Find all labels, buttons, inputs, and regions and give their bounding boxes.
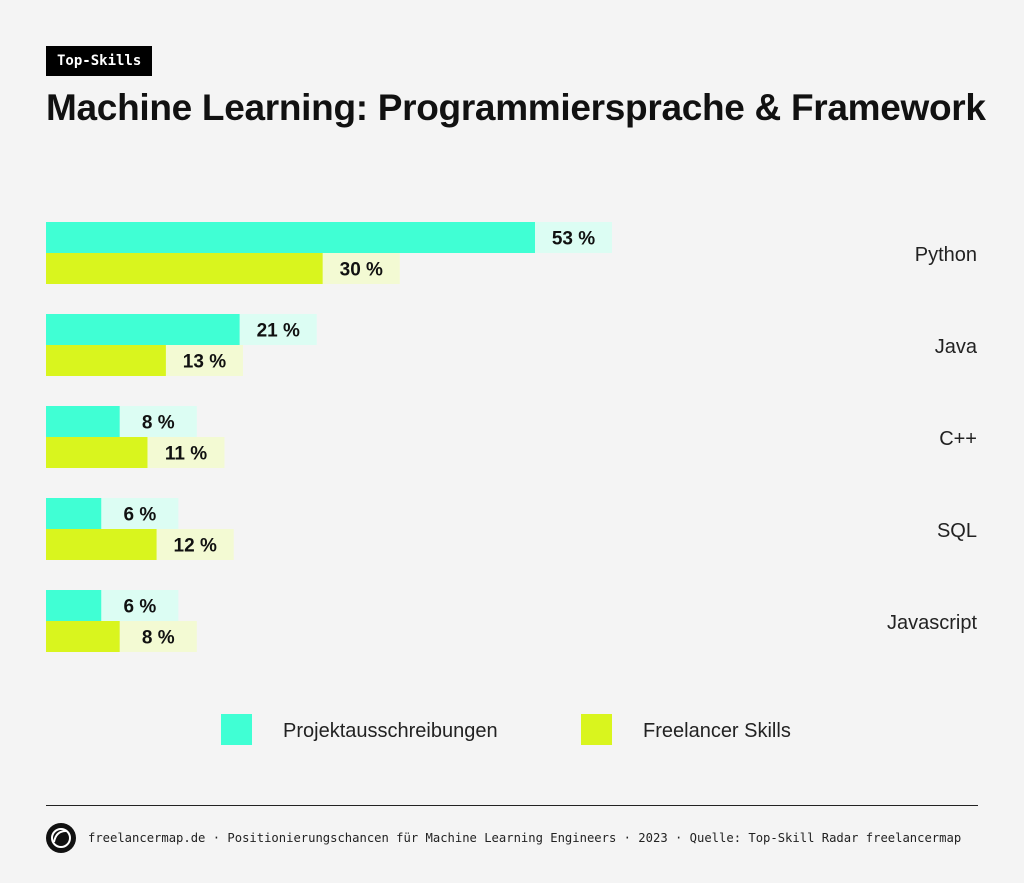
bar-javascript-s1	[46, 621, 120, 652]
bar-java-s1	[46, 345, 166, 376]
bar-label-bg	[147, 437, 225, 468]
data-label: 12 %	[174, 536, 217, 557]
data-label: 11 %	[165, 444, 207, 465]
bar-python-s1	[46, 253, 323, 284]
data-label: 6 %	[123, 505, 156, 526]
data-label: 8 %	[142, 413, 175, 434]
bar-label-bg	[119, 406, 197, 437]
bar-label-bg	[101, 590, 179, 621]
data-label: 53 %	[552, 229, 595, 250]
bar-label-bg	[165, 345, 243, 376]
category-label: Javascript	[887, 612, 977, 634]
data-label: 30 %	[340, 260, 383, 281]
bar-label-bg	[119, 621, 197, 652]
data-label: 6 %	[123, 597, 156, 618]
data-label: 13 %	[183, 352, 226, 373]
bar-label-bg	[239, 314, 317, 345]
data-label: 21 %	[257, 321, 300, 342]
bar-label-bg	[322, 253, 400, 284]
category-label: Python	[915, 244, 977, 266]
bar-java-s0	[46, 314, 240, 345]
legend-label: Projektausschreibungen	[283, 720, 498, 742]
divider	[46, 805, 978, 806]
legend-swatch	[221, 714, 252, 745]
bar-sql-s1	[46, 529, 157, 560]
bar-label-bg	[156, 529, 234, 560]
page-title: Machine Learning: Programmiersprache & F…	[46, 87, 986, 128]
legend-swatch	[581, 714, 612, 745]
data-label: 8 %	[142, 628, 175, 649]
bar-c-s0	[46, 406, 120, 437]
bar-javascript-s0	[46, 590, 102, 621]
category-label: Java	[935, 336, 978, 358]
category-label: C++	[939, 428, 977, 450]
bar-label-bg	[101, 498, 179, 529]
bar-python-s0	[46, 222, 535, 253]
bar-sql-s0	[46, 498, 102, 529]
category-label: SQL	[937, 520, 977, 542]
footer-source: freelancermap.de · Positionierungschance…	[88, 831, 962, 845]
bar-label-bg	[535, 222, 612, 253]
bar-chart: 53 % 30 % Python 21 % 13 % Java 8 % 11 % C++ 6 % 1…	[46, 222, 978, 745]
footer: freelancermap.de · Positionierungschance…	[46, 822, 978, 854]
legend-label: Freelancer Skills	[643, 720, 791, 742]
bar-c-s1	[46, 437, 148, 468]
freelancermap-logo-icon	[46, 823, 76, 853]
tag-label: Top-Skills	[46, 46, 153, 76]
